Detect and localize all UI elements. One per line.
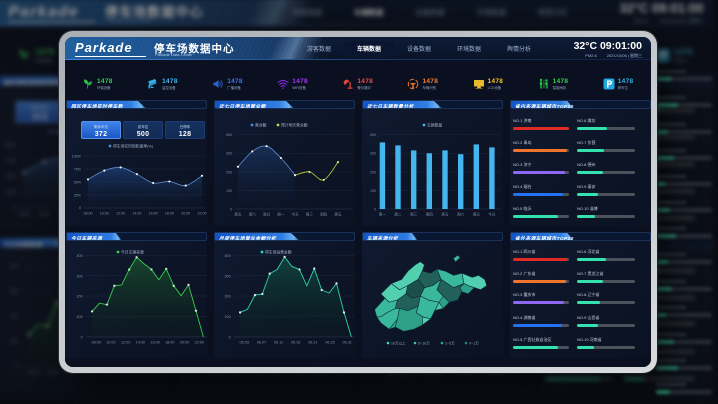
svg-text:22:00: 22:00 xyxy=(198,212,207,216)
svg-text:08:00: 08:00 xyxy=(84,212,93,216)
svg-text:08:00: 08:00 xyxy=(92,341,101,345)
svg-text:22:00: 22:00 xyxy=(195,341,204,345)
svg-text:06.11: 06.11 xyxy=(274,341,283,345)
svg-text:300: 300 xyxy=(76,274,82,278)
svg-text:0~1万: 0~1万 xyxy=(469,341,479,345)
svg-text:16:00: 16:00 xyxy=(149,212,158,216)
svg-text:12:00: 12:00 xyxy=(121,341,130,345)
svg-text:06.26: 06.26 xyxy=(325,341,334,345)
svg-text:100: 100 xyxy=(76,315,82,319)
svg-text:100%: 100% xyxy=(72,155,82,159)
svg-text:周一: 周一 xyxy=(277,212,285,217)
svg-text:14:00: 14:00 xyxy=(136,341,145,345)
svg-text:400: 400 xyxy=(226,133,232,137)
svg-text:50%: 50% xyxy=(74,181,82,185)
svg-text:06.03: 06.03 xyxy=(240,341,249,345)
svg-text:18:00: 18:00 xyxy=(165,212,174,216)
svg-text:0: 0 xyxy=(81,335,83,339)
svg-text:06.31: 06.31 xyxy=(343,341,352,345)
svg-text:周六: 周六 xyxy=(457,212,465,217)
svg-text:16:00: 16:00 xyxy=(150,341,159,345)
svg-text:100: 100 xyxy=(226,189,232,193)
svg-text:周四: 周四 xyxy=(426,212,434,217)
svg-text:300: 300 xyxy=(226,152,232,156)
svg-text:100: 100 xyxy=(224,315,230,319)
svg-text:周三: 周三 xyxy=(410,212,418,217)
svg-text:400: 400 xyxy=(370,133,376,137)
svg-text:周五: 周五 xyxy=(234,212,242,217)
svg-text:300: 300 xyxy=(224,274,230,278)
svg-text:周六: 周六 xyxy=(249,212,257,217)
svg-text:0: 0 xyxy=(79,206,81,210)
svg-text:0: 0 xyxy=(374,208,376,212)
svg-text:10万以上: 10万以上 xyxy=(391,340,406,345)
svg-text:预计明天营业额: 预计明天营业额 xyxy=(281,123,308,128)
svg-text:0: 0 xyxy=(229,335,231,339)
svg-text:400: 400 xyxy=(76,254,82,258)
svg-text:周日: 周日 xyxy=(473,212,480,217)
svg-text:75%: 75% xyxy=(74,168,82,172)
svg-text:周日: 周日 xyxy=(263,212,270,217)
svg-text:400: 400 xyxy=(224,254,230,258)
svg-text:停车场实时饱和度率(%): 停车场实时饱和度率(%) xyxy=(113,144,154,149)
svg-text:200: 200 xyxy=(224,295,230,299)
svg-text:今日: 今日 xyxy=(488,212,495,217)
svg-text:周五: 周五 xyxy=(441,212,449,217)
svg-text:0: 0 xyxy=(230,208,232,212)
svg-text:1~5万: 1~5万 xyxy=(445,341,455,345)
svg-text:12:00: 12:00 xyxy=(116,212,125,216)
svg-text:06.21: 06.21 xyxy=(308,341,317,345)
svg-text:今日车辆来源: 今日车辆来源 xyxy=(121,250,144,255)
svg-text:停车场运营金额: 停车场运营金额 xyxy=(265,250,292,255)
svg-text:周二: 周二 xyxy=(394,212,402,217)
svg-text:200: 200 xyxy=(226,171,232,175)
svg-text:25%: 25% xyxy=(74,194,82,198)
svg-text:20:00: 20:00 xyxy=(180,341,189,345)
svg-text:今天: 今天 xyxy=(292,212,300,217)
svg-text:100: 100 xyxy=(370,189,376,193)
svg-text:5~10万: 5~10万 xyxy=(418,341,430,345)
svg-text:06.16: 06.16 xyxy=(291,341,300,345)
svg-text:06.07: 06.07 xyxy=(257,341,266,345)
svg-text:20:00: 20:00 xyxy=(181,212,190,216)
svg-text:车辆数量: 车辆数量 xyxy=(427,123,442,128)
svg-text:周五: 周五 xyxy=(334,212,342,217)
svg-text:200: 200 xyxy=(370,171,376,175)
svg-text:营业额: 营业额 xyxy=(255,123,267,128)
svg-text:周一: 周一 xyxy=(379,212,387,217)
svg-text:300: 300 xyxy=(370,152,376,156)
svg-text:18:00: 18:00 xyxy=(165,341,174,345)
svg-text:14:00: 14:00 xyxy=(132,212,141,216)
svg-text:200: 200 xyxy=(76,295,82,299)
svg-text:10:00: 10:00 xyxy=(100,212,109,216)
svg-text:10:00: 10:00 xyxy=(106,341,115,345)
svg-text:周三: 周三 xyxy=(306,212,314,217)
svg-text:周四: 周四 xyxy=(320,212,328,217)
